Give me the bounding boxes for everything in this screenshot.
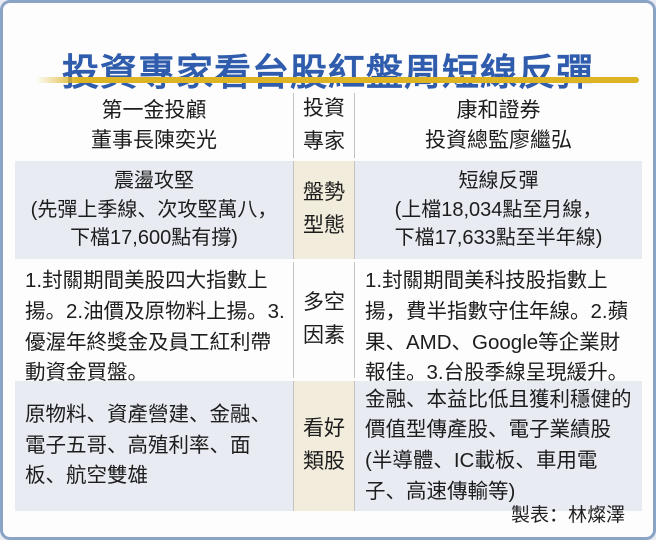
row-label-bull-bear-factors: 多空因素 (293, 262, 355, 378)
expert-header-left: 第一金投顧 董事長陳奕光 (91, 98, 217, 152)
credit-byline: 製表：林燦澤 (510, 505, 625, 526)
expert-column-header: 投資專家 (293, 93, 355, 158)
row-label-favored-sectors-text: 看好類股 (302, 417, 345, 473)
row-label-market-pattern: 盤勢型態 (293, 161, 355, 259)
cell-favored-sectors-right: 金融、本益比低且獲利穩健的價值型傳產股、電子業績股(半導體、IC載板、車用電子、… (355, 381, 642, 511)
expert-column-header-label: 投資專家 (302, 96, 345, 153)
cell-bull-bear-factors-left: 1.封關期間美股四大指數上揚。2.油價及原物料上揚。3.優渥年終獎金及員工紅利帶… (25, 269, 285, 385)
experts-comparison-table: 第一金投顧 董事長陳奕光 投資專家 康和證券 投資總監廖繼弘 震盪攻堅 (先彈上… (15, 93, 642, 511)
expert-header-right: 康和證券 投資總監廖繼弘 (425, 98, 572, 152)
row-label-favored-sectors: 看好類股 (293, 381, 355, 511)
cell-bull-bear-factors-right: 1.封關期間美科技股指數上揚，費半指數守住年線。2.蘋果、AMD、Google等… (365, 269, 629, 385)
row-label-bull-bear-factors-text: 多空因素 (302, 291, 345, 347)
title-underline-rule (36, 77, 639, 83)
cell-market-pattern-right: 短線反彈 (上檔18,034點至月線， 下檔17,633點至半年線) (355, 161, 642, 259)
cell-market-pattern-left: 震盪攻堅 (先彈上季線、次攻堅萬八， 下檔17,600點有撐) (15, 161, 293, 259)
page-title: 投資專家看台股紅盤周短線反彈 (62, 51, 594, 93)
cell-favored-sectors-left: 原物料、資產營建、金融、電子五哥、高殖利率、面板、航空雙雄 (15, 381, 293, 511)
row-label-market-pattern-text: 盤勢型態 (302, 181, 345, 237)
